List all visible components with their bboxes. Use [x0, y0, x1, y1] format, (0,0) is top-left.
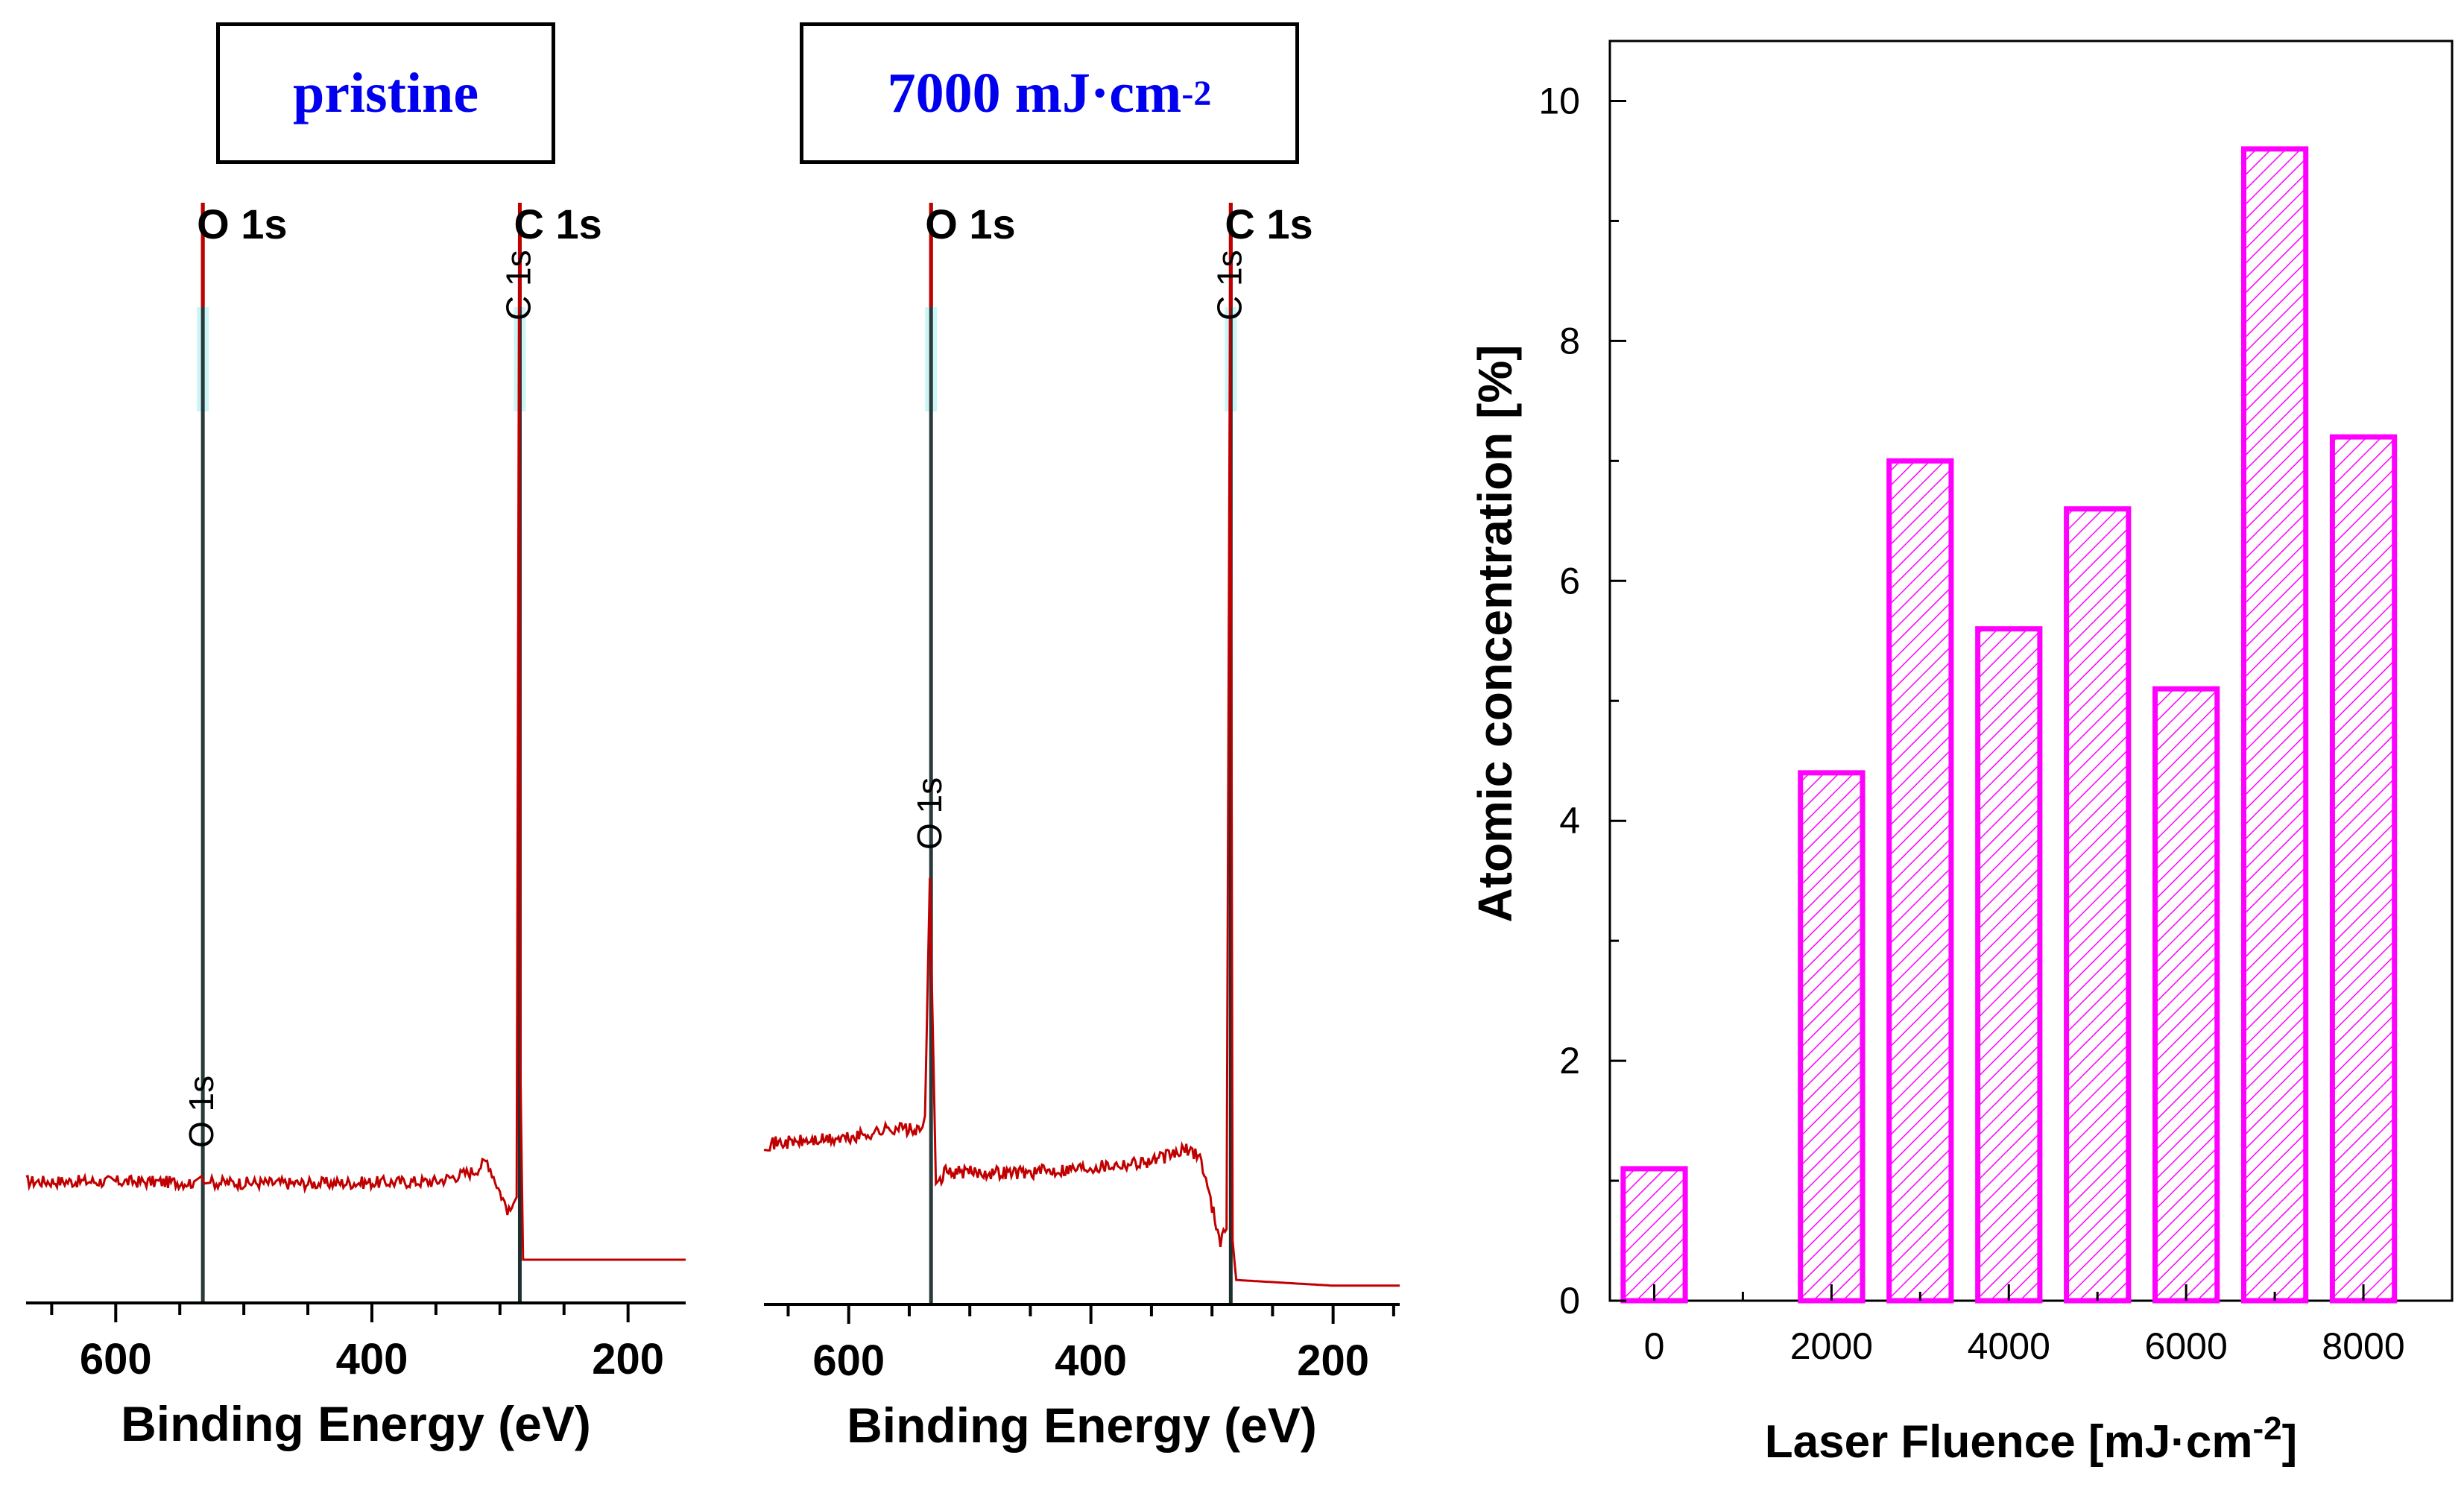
x-tick-label: 8000	[2322, 1325, 2404, 1367]
bar-6000	[2152, 686, 2220, 1304]
bar-3000	[1886, 458, 1954, 1304]
peak-label: O 1s	[925, 201, 1015, 247]
bar-chart: 0 2 4 6 8 10 0 2000 4000 6000 8000 Laser Fluence [m…	[1468, 40, 2454, 1468]
y-tick-label: 2	[1559, 1040, 1580, 1082]
spectrum-series-line	[763, 277, 1400, 1287]
spectrum-2-title-box: 7000 mJ·cm -2	[800, 22, 1299, 164]
y-tick-label: 10	[1538, 80, 1580, 121]
x-tick-label: 400	[1055, 1336, 1127, 1385]
y-tick-label: 4	[1559, 800, 1580, 842]
peak-label: C 1s	[514, 201, 601, 247]
marker-label-c1s: C 1s	[1210, 250, 1248, 321]
spectrum-2-title-sup: -2	[1181, 73, 1212, 113]
x-axis-label: Laser Fluence [mJ·cm-2]	[1765, 1410, 2297, 1468]
spectrum-2-chart: 600 400 200 Binding Energy (eV) O 1s C 1s O 1s…	[763, 201, 1400, 1453]
y-tick-label: 0	[1559, 1280, 1580, 1322]
x-tick-label: 600	[812, 1336, 885, 1385]
y-axis-label: Atomic concentration [%]	[1468, 344, 1522, 922]
x-tick-label: 4000	[1968, 1325, 2050, 1367]
spectrum-1-title: pristine	[292, 61, 479, 124]
bar-7000	[2240, 146, 2309, 1304]
spectrum-1-title-box: pristine	[216, 22, 555, 164]
bar-2000	[1798, 770, 1866, 1304]
x-tick-label: 2000	[1790, 1325, 1873, 1367]
bar-5000	[2064, 506, 2132, 1304]
y-tick-label: 8	[1559, 320, 1580, 362]
x-tick-label: 600	[80, 1335, 152, 1383]
x-tick-label: 200	[592, 1335, 664, 1383]
marker-label-o1s: O 1s	[910, 777, 949, 850]
marker-label-o1s: O 1s	[182, 1076, 221, 1148]
x-axis-label: Binding Energy (eV)	[847, 1398, 1317, 1453]
x-tick-label: 200	[1297, 1336, 1369, 1385]
peak-label: C 1s	[1225, 201, 1312, 247]
bar-4000	[1975, 626, 2043, 1304]
x-tick-label: 6000	[2145, 1325, 2228, 1367]
bar-8000	[2329, 434, 2398, 1304]
marker-label-c1s: C 1s	[499, 250, 537, 321]
x-tick-label: 0	[1644, 1325, 1665, 1367]
spectrum-2-title: 7000 mJ·cm	[887, 61, 1182, 124]
peak-label: O 1s	[197, 201, 287, 247]
spectrum-series-line	[25, 236, 686, 1261]
y-tick-label: 6	[1559, 560, 1580, 602]
bar-0	[1620, 1166, 1688, 1304]
x-axis-label: Binding Energy (eV)	[121, 1396, 591, 1451]
x-tick-label: 400	[336, 1335, 408, 1383]
